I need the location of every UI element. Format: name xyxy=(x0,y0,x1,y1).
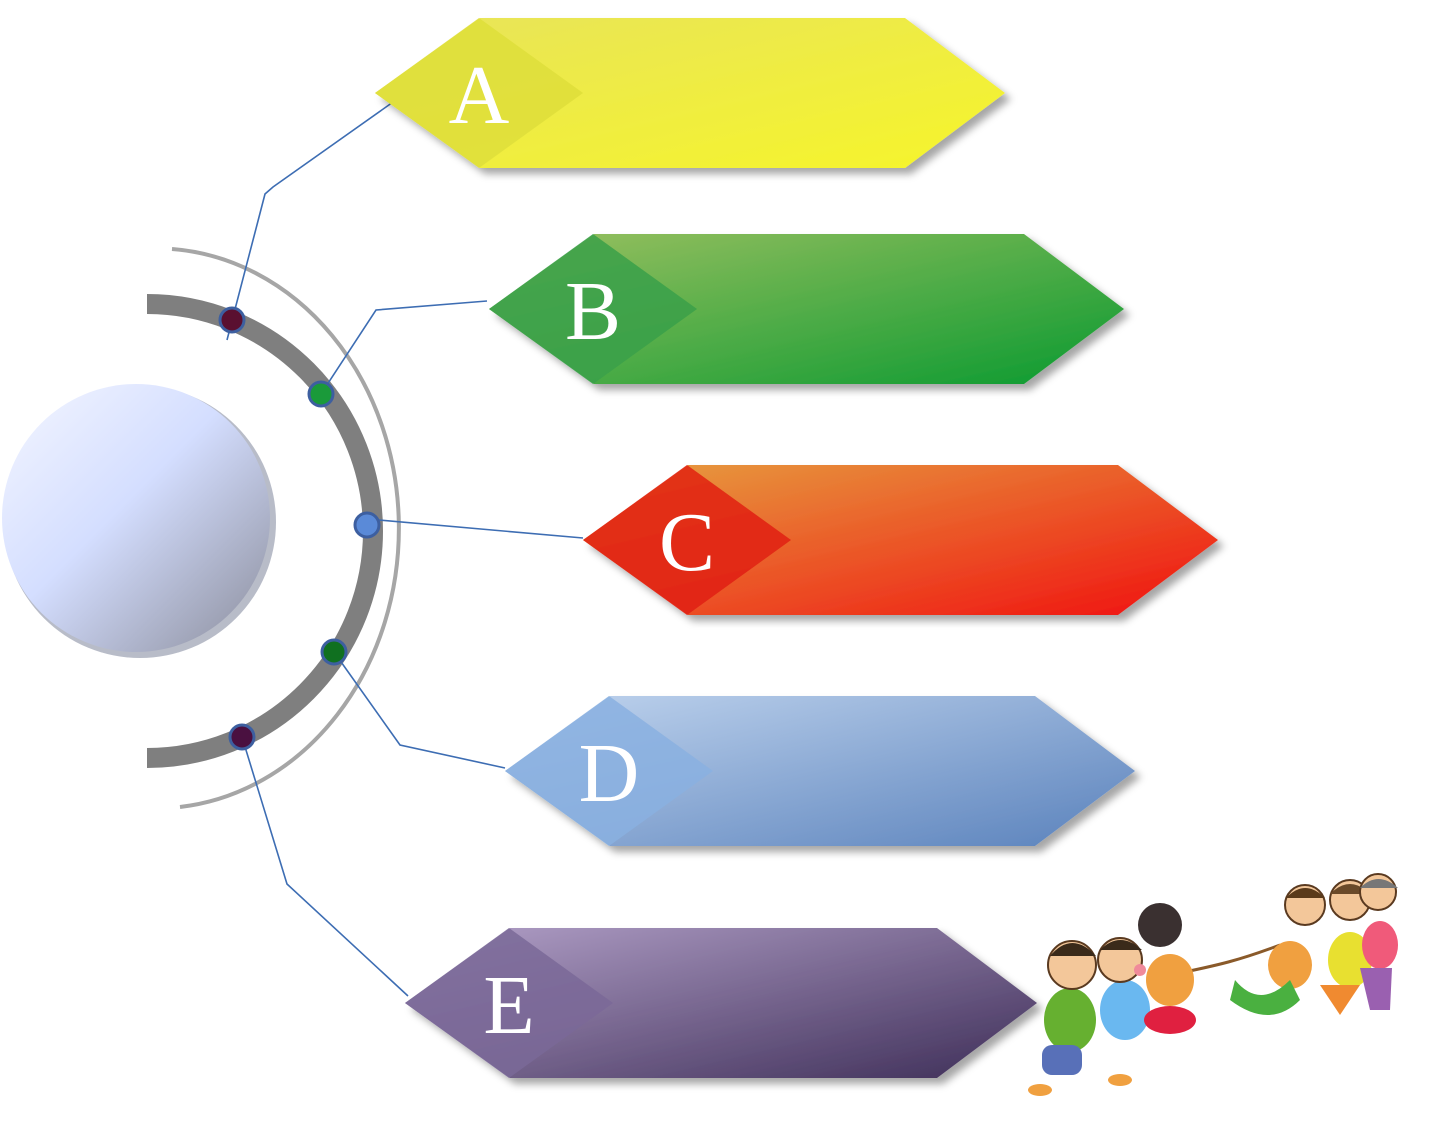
connector-c xyxy=(366,518,584,539)
dot-e xyxy=(228,723,256,751)
banner-b: B xyxy=(489,234,1124,384)
banner-letter: A xyxy=(449,49,510,142)
banner-e: E xyxy=(405,928,1037,1078)
connector-b xyxy=(320,300,488,395)
banner-badge xyxy=(405,928,613,1078)
banner-body xyxy=(405,928,1037,1078)
banner-badge xyxy=(375,18,583,168)
banner-badge xyxy=(583,465,791,615)
dot-d xyxy=(320,638,348,666)
connector-a xyxy=(226,94,404,341)
outer-thin-arc xyxy=(171,247,401,809)
banner-body xyxy=(489,234,1124,384)
connector-lines xyxy=(226,94,584,997)
banner-body xyxy=(375,18,1005,168)
banner-list: A B C D E xyxy=(375,18,1218,1078)
banner-badge xyxy=(489,234,697,384)
banner-badge xyxy=(505,696,713,846)
banner-letter: E xyxy=(483,959,534,1052)
banner-letter: D xyxy=(579,727,640,820)
center-sphere xyxy=(2,384,276,658)
dot-a xyxy=(218,306,246,334)
banner-body xyxy=(583,465,1218,615)
arc-dots xyxy=(218,306,381,751)
banner-c: C xyxy=(583,465,1218,615)
banner-letter: C xyxy=(659,496,715,589)
banner-body xyxy=(505,696,1135,846)
banner-letter: B xyxy=(565,265,621,358)
connector-d xyxy=(333,651,506,769)
banner-a: A xyxy=(375,18,1005,168)
connector-e xyxy=(241,736,409,997)
dot-c xyxy=(353,511,381,539)
dot-b xyxy=(307,380,335,408)
banner-d: D xyxy=(505,696,1135,846)
tug-of-war-illustration xyxy=(1028,873,1398,1096)
